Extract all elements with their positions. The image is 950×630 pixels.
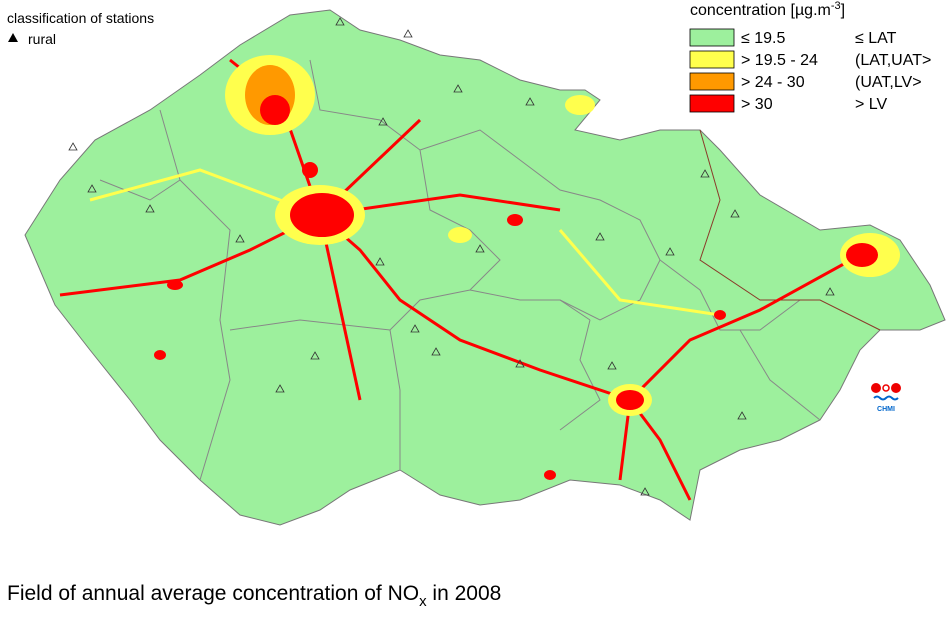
country-area (24, 9, 946, 526)
logo: CHMI (871, 383, 901, 413)
station-markers (68, 17, 835, 496)
legend-range: > 30 (741, 96, 773, 113)
caption-text: Field of annual average concentration of… (7, 582, 419, 605)
legend-title: concentration [µg.m-3] (690, 0, 845, 19)
caption-end: in 2008 (427, 582, 502, 605)
region-border-dark (699, 129, 881, 331)
station-label: rural (28, 31, 56, 47)
legend-limit: ≤ LAT (855, 30, 897, 47)
rural-symbol (8, 33, 18, 42)
caption: Field of annual average concentration of… (7, 582, 501, 610)
legend-swatch (689, 94, 735, 113)
legend: ≤ 19.5 ≤ LAT > 19.5 - 24 (LAT,UAT> > 24 - 30… (689, 28, 931, 113)
legend-title-text: concentration [µg.m (690, 2, 831, 19)
map (24, 9, 946, 526)
legend-title-end: ] (841, 2, 845, 19)
legend-title-sup: -3 (831, 0, 841, 12)
legend-limit: (UAT,LV> (855, 74, 922, 91)
legend-swatch (689, 28, 735, 47)
legend-limit: > LV (855, 96, 888, 113)
stations-title: classification of stations (7, 10, 154, 26)
legend-range: ≤ 19.5 (741, 30, 785, 47)
hotspots (154, 55, 900, 480)
legend-swatch (689, 50, 735, 69)
logo-text: CHMI (877, 406, 895, 413)
legend-range: > 19.5 - 24 (741, 52, 818, 69)
legend-limit: (LAT,UAT> (855, 52, 931, 69)
region-borders (99, 59, 821, 481)
legend-range: > 24 - 30 (741, 74, 805, 91)
caption-sub: x (419, 593, 427, 610)
legend-swatch (689, 72, 735, 91)
